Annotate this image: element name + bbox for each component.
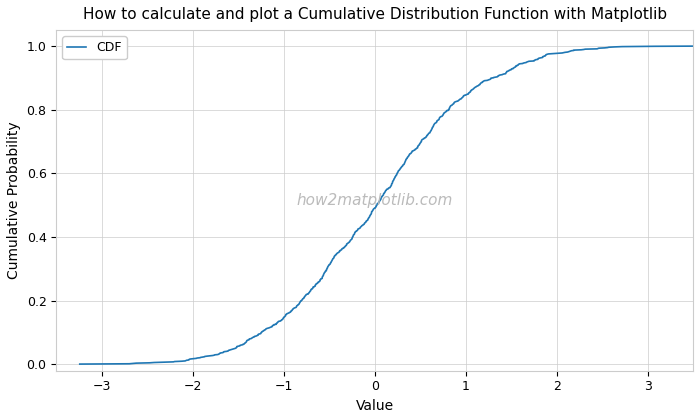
CDF	[360, 221, 368, 226]
CDF	[258, 329, 266, 334]
Legend: CDF: CDF	[62, 36, 127, 59]
X-axis label: Value: Value	[356, 399, 393, 413]
Text: how2matplotlib.com: how2matplotlib.com	[297, 193, 453, 208]
CDF	[76, 362, 84, 367]
Title: How to calculate and plot a Cumulative Distribution Function with Matplotlib: How to calculate and plot a Cumulative D…	[83, 7, 666, 22]
CDF	[444, 108, 453, 113]
CDF	[438, 113, 447, 118]
Y-axis label: Cumulative Probability: Cumulative Probability	[7, 122, 21, 279]
Line: CDF: CDF	[80, 46, 700, 364]
CDF	[414, 143, 423, 148]
CDF	[349, 233, 358, 238]
